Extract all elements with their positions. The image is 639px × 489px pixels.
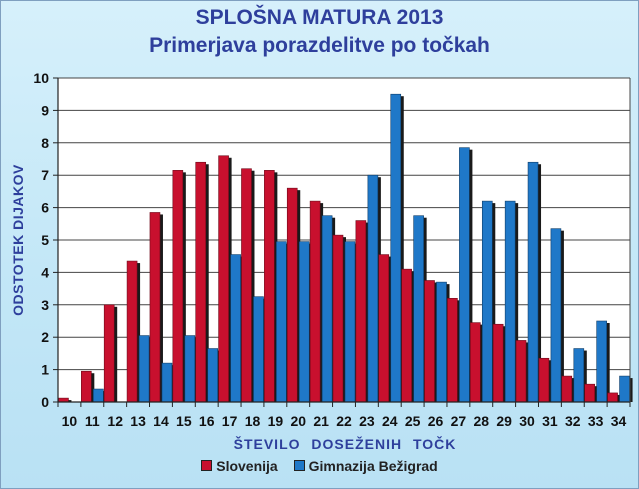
bar-gimnazija-19 bbox=[276, 241, 287, 403]
legend-swatch-gimnazija bbox=[293, 460, 305, 471]
x-tick-label: 25 bbox=[405, 413, 421, 429]
y-tick-label: 7 bbox=[41, 167, 49, 183]
x-tick-label: 21 bbox=[313, 413, 329, 429]
x-tick-label: 31 bbox=[542, 413, 558, 429]
x-tick-label: 19 bbox=[268, 413, 284, 429]
bar-gimnazija-17 bbox=[230, 254, 241, 403]
bar-gimnazija-16 bbox=[207, 348, 219, 403]
bar-slovenija-28 bbox=[469, 322, 481, 403]
y-tick-label: 5 bbox=[41, 232, 49, 248]
x-tick-label: 26 bbox=[428, 413, 444, 429]
bar-slovenija-20 bbox=[286, 187, 298, 403]
bar-gimnazija-25 bbox=[413, 215, 424, 403]
x-axis-label: ŠTEVILO DOSEŽENIH TOČK bbox=[233, 436, 457, 452]
chart-subtitle: Primerjava porazdelitve po točkah bbox=[149, 34, 490, 57]
x-tick-label: 10 bbox=[62, 413, 78, 429]
y-tick-labels: 0 1 2 3 4 5 6 7 8 9 10 bbox=[33, 70, 49, 410]
bar-slovenija-31 bbox=[538, 357, 550, 403]
bar-gimnazija-28 bbox=[481, 200, 493, 403]
bar-slovenija-13 bbox=[126, 260, 138, 403]
x-tick-label: 29 bbox=[496, 413, 512, 429]
bar-gimnazija-34 bbox=[619, 375, 630, 403]
y-tick-label: 0 bbox=[41, 394, 49, 410]
bar-gimnazija-22 bbox=[344, 241, 356, 403]
bar-slovenija-19 bbox=[264, 170, 275, 403]
bar-gimnazija-24 bbox=[390, 93, 402, 403]
y-tick-label: 9 bbox=[41, 102, 49, 118]
x-tick-label: 23 bbox=[359, 413, 375, 429]
x-tick-label: 20 bbox=[290, 413, 306, 429]
bar-slovenija-17 bbox=[218, 155, 229, 403]
x-tick-label: 12 bbox=[107, 413, 123, 429]
y-tick-label: 3 bbox=[41, 297, 49, 313]
legend-swatch-slovenija bbox=[201, 460, 213, 471]
bar-gimnazija-21 bbox=[321, 215, 333, 403]
bar-slovenija-22 bbox=[332, 234, 344, 403]
legend: Slovenija Gimnazija Bežigrad bbox=[0, 458, 639, 474]
x-tick-label: 22 bbox=[336, 413, 352, 429]
x-tick-label: 27 bbox=[451, 413, 467, 429]
bar-gimnazija-29 bbox=[504, 200, 516, 403]
x-tick-label: 24 bbox=[382, 413, 398, 429]
bar-gimnazija-30 bbox=[527, 161, 539, 403]
legend-item-slovenija: Slovenija bbox=[201, 458, 278, 474]
legend-item-gimnazija: Gimnazija Bežigrad bbox=[293, 458, 438, 474]
bar-slovenija-15 bbox=[172, 170, 184, 403]
bar-gimnazija-32 bbox=[573, 348, 585, 403]
x-tick-label: 30 bbox=[519, 413, 535, 429]
bar-slovenija-11 bbox=[81, 370, 92, 403]
bar-slovenija-24 bbox=[378, 254, 390, 403]
y-tick-label: 2 bbox=[41, 329, 49, 345]
legend-label-gimnazija: Gimnazija Bežigrad bbox=[308, 458, 438, 474]
bar-slovenija-26 bbox=[424, 280, 435, 403]
y-tick-label: 8 bbox=[41, 135, 49, 151]
x-tick-labels: 10 11 12 13 14 15 16 17 18 19 20 21 22 23 24 25 26 27 28 29… bbox=[62, 413, 627, 429]
bars bbox=[58, 93, 633, 403]
x-tick-label: 18 bbox=[245, 413, 261, 429]
bar-slovenija-33 bbox=[584, 383, 595, 403]
bar-gimnazija-13 bbox=[138, 335, 150, 403]
bar-slovenija-21 bbox=[309, 200, 321, 403]
bar-gimnazija-26 bbox=[436, 281, 447, 403]
bar-slovenija-14 bbox=[149, 212, 161, 403]
x-tick-label: 32 bbox=[565, 413, 581, 429]
bar-gimnazija-23 bbox=[367, 174, 379, 403]
chart-title: SPLOŠNA MATURA 2013 bbox=[195, 6, 444, 29]
y-tick-label: 4 bbox=[41, 264, 49, 280]
y-tick-label: 6 bbox=[41, 200, 49, 216]
bar-gimnazija-14 bbox=[161, 362, 173, 403]
bar-slovenija-25 bbox=[401, 268, 412, 403]
x-tick-label: 16 bbox=[199, 413, 215, 429]
bar-slovenija-18 bbox=[241, 168, 252, 403]
bar-gimnazija-33 bbox=[596, 320, 607, 403]
x-tick-label: 34 bbox=[611, 413, 627, 429]
bar-gimnazija-31 bbox=[550, 228, 562, 403]
bar-gimnazija-11 bbox=[93, 388, 104, 403]
bar-slovenija-29 bbox=[492, 323, 504, 403]
x-tick-label: 13 bbox=[130, 413, 146, 429]
x-tick-label: 28 bbox=[473, 413, 489, 429]
bar-gimnazija-27 bbox=[459, 147, 470, 403]
bar-gimnazija-15 bbox=[184, 335, 196, 403]
x-tick-label: 33 bbox=[588, 413, 604, 429]
bar-slovenija-12 bbox=[103, 304, 115, 403]
bar-slovenija-34 bbox=[607, 392, 618, 403]
bar-slovenija-30 bbox=[515, 340, 527, 403]
x-tick-label: 14 bbox=[153, 413, 169, 429]
x-tick-label: 11 bbox=[85, 413, 100, 429]
bar-slovenija-16 bbox=[195, 161, 207, 403]
x-tick-label: 15 bbox=[176, 413, 192, 429]
legend-label-slovenija: Slovenija bbox=[216, 458, 278, 474]
bar-slovenija-27 bbox=[447, 298, 458, 403]
bar-gimnazija-18 bbox=[253, 296, 264, 403]
x-tick-label: 17 bbox=[222, 413, 238, 429]
y-tick-label: 10 bbox=[33, 70, 49, 86]
bar-slovenija-23 bbox=[355, 220, 367, 403]
axes bbox=[53, 77, 631, 407]
y-tick-label: 1 bbox=[41, 362, 49, 378]
bar-gimnazija-20 bbox=[298, 241, 310, 403]
bar-slovenija-32 bbox=[561, 375, 573, 403]
